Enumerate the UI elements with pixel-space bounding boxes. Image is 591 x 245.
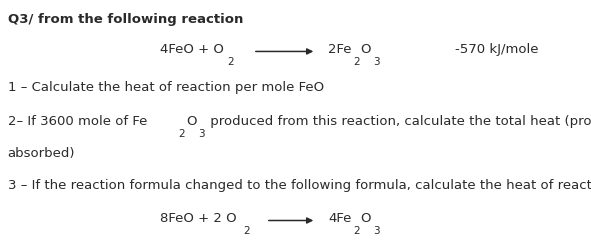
Text: 3: 3 xyxy=(199,129,205,139)
Text: 3 – If the reaction formula changed to the following formula, calculate the heat: 3 – If the reaction formula changed to t… xyxy=(8,179,591,192)
Text: O: O xyxy=(186,115,197,128)
Text: 2: 2 xyxy=(243,226,249,236)
Text: Q3/ from the following reaction: Q3/ from the following reaction xyxy=(8,13,243,26)
Text: O: O xyxy=(361,212,371,225)
Text: 2: 2 xyxy=(228,57,234,67)
Text: absorbed): absorbed) xyxy=(8,147,75,160)
Text: produced from this reaction, calculate the total heat (produced or: produced from this reaction, calculate t… xyxy=(206,115,591,128)
Text: 3: 3 xyxy=(373,57,379,67)
Text: 4FeO + O: 4FeO + O xyxy=(160,43,223,56)
Text: 3: 3 xyxy=(373,226,379,236)
Text: 4Fe: 4Fe xyxy=(328,212,352,225)
Text: -570 kJ/mole: -570 kJ/mole xyxy=(455,43,538,56)
Text: 2: 2 xyxy=(353,57,359,67)
Text: 1 – Calculate the heat of reaction per mole FeO: 1 – Calculate the heat of reaction per m… xyxy=(8,81,324,94)
Text: 2Fe: 2Fe xyxy=(328,43,352,56)
Text: 8FeO + 2 O: 8FeO + 2 O xyxy=(160,212,236,225)
Text: 2– If 3600 mole of Fe: 2– If 3600 mole of Fe xyxy=(8,115,147,128)
Text: 2: 2 xyxy=(178,129,185,139)
Text: 2: 2 xyxy=(353,226,359,236)
Text: O: O xyxy=(361,43,371,56)
